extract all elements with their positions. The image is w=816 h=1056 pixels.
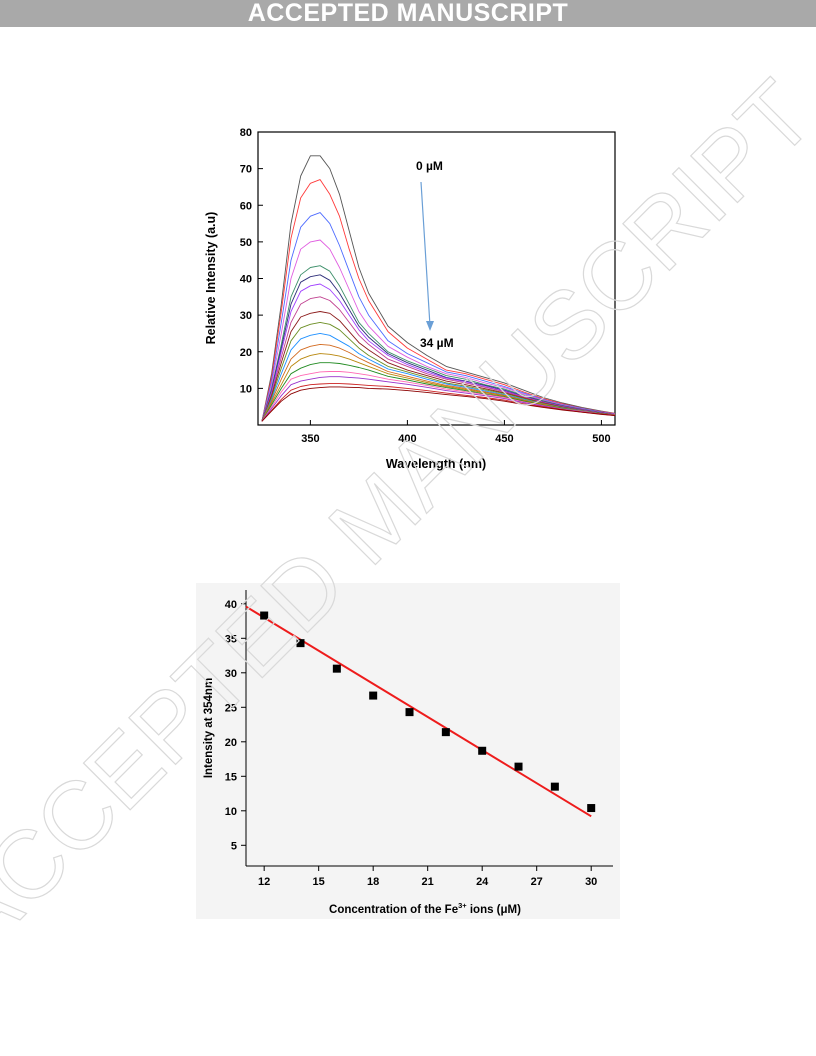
spectra-x-tick-label: 400 (398, 433, 416, 445)
spectra-tick-group: 350 400 450 500 10 20 30 40 50 60 70 80 (240, 127, 611, 445)
data-point-marker (332, 664, 341, 673)
spectra-y-tick-label: 30 (240, 310, 252, 322)
spectra-y-tick-label: 70 (240, 164, 252, 176)
data-point-marker (514, 762, 523, 771)
data-point-marker (587, 804, 596, 813)
data-point-marker (405, 708, 414, 717)
calibration-y-tick-label: 35 (225, 633, 237, 645)
spectra-y-tick-label: 40 (240, 274, 252, 286)
spectrum-line-16 (261, 376, 616, 422)
calibration-x-label-tail: ions (μM) (467, 904, 521, 916)
calibration-y-axis-label: Intensity at 354nm (203, 678, 215, 778)
spectrum-line-7 (261, 283, 616, 422)
spectrum-line-4 (261, 239, 616, 422)
spectra-series-group (261, 155, 616, 422)
calibration-chart: 12 15 18 21 24 27 30 5 10 15 20 25 30 35 40 Concentrat… (196, 583, 620, 919)
spectrum-line-13 (261, 353, 616, 422)
calibration-point-group (260, 611, 596, 813)
calibration-y-tick-label: 40 (225, 599, 237, 611)
calibration-plot-background (196, 583, 620, 919)
data-point-marker (478, 746, 487, 755)
end-concentration-label: 34 µM (420, 336, 454, 350)
spectra-y-tick-label: 50 (240, 237, 252, 249)
quench-arrow-line (420, 181, 431, 327)
spectrum-line-17 (261, 383, 616, 422)
spectra-x-axis-label: Wavelength (nm) (386, 457, 486, 471)
calibration-tick-group: 12 15 18 21 24 27 30 5 10 15 20 25 30 35 40 (225, 599, 598, 888)
spectra-y-axis-label: Relative Intensity (a.u) (204, 212, 218, 345)
data-point-marker (550, 782, 559, 791)
data-point-marker (296, 639, 305, 648)
banner-text: ACCEPTED MANUSCRIPT (247, 0, 569, 27)
spectra-y-tick-label: 80 (240, 127, 252, 139)
calibration-x-tick-label: 12 (258, 876, 270, 888)
calibration-x-axis-label: Concentration of the Fe3+ ions (μM) (329, 901, 521, 916)
spectrum-line-1 (261, 155, 616, 422)
spectra-x-tick-label: 350 (301, 433, 319, 445)
spectra-y-tick-label: 10 (240, 383, 252, 395)
calibration-x-tick-label: 15 (313, 876, 325, 888)
start-concentration-label: 0 µM (416, 159, 443, 173)
calibration-x-label-superscript: 3+ (458, 901, 467, 910)
quench-arrow-head (426, 321, 434, 331)
calibration-x-tick-label: 24 (476, 876, 489, 888)
calibration-y-tick-label: 25 (225, 702, 237, 714)
spectra-y-tick-label: 60 (240, 200, 252, 212)
calibration-y-tick-label: 15 (225, 771, 237, 783)
data-point-marker (369, 691, 378, 700)
spectra-y-tick-label: 20 (240, 347, 252, 359)
spectra-x-tick-label: 500 (592, 433, 610, 445)
spectra-x-tick-label: 450 (495, 433, 513, 445)
spectrum-line-8 (261, 296, 616, 422)
calibration-x-tick-label: 30 (585, 876, 597, 888)
calibration-x-label-main: Concentration of the Fe (329, 904, 458, 916)
calibration-x-tick-label: 18 (367, 876, 379, 888)
calibration-x-tick-label: 27 (531, 876, 543, 888)
data-point-marker (260, 611, 269, 620)
calibration-y-tick-label: 5 (231, 840, 237, 852)
calibration-y-tick-label: 20 (225, 737, 237, 749)
calibration-x-tick-label: 21 (422, 876, 434, 888)
spectra-plot-frame (257, 131, 616, 426)
data-point-marker (441, 728, 450, 737)
spectrum-line-18 (261, 386, 616, 422)
spectrum-line-2 (261, 179, 616, 422)
spectrum-line-5 (261, 265, 616, 422)
accepted-manuscript-banner: ACCEPTED MANUSCRIPT (0, 0, 816, 27)
calibration-y-tick-label: 10 (225, 806, 237, 818)
calibration-y-tick-label: 30 (225, 668, 237, 680)
spectrum-line-3 (261, 212, 616, 422)
